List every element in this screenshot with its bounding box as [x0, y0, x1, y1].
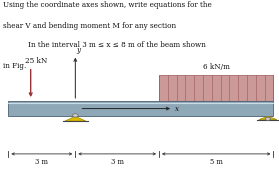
Text: 3 m: 3 m: [35, 158, 48, 166]
Circle shape: [265, 117, 270, 120]
Bar: [159, 75, 273, 101]
Text: shear V and bending moment M for any section: shear V and bending moment M for any sec…: [3, 22, 176, 30]
Text: x: x: [175, 105, 179, 113]
Text: 6 kN/m: 6 kN/m: [203, 63, 230, 71]
Text: in Fig.: in Fig.: [3, 62, 26, 70]
Text: 5 m: 5 m: [210, 158, 223, 166]
Bar: [8, 101, 273, 116]
Circle shape: [73, 114, 78, 117]
Text: 25 kN: 25 kN: [25, 57, 47, 65]
Text: In the interval 3 m ≤ x ≤ 8 m of the beam shown: In the interval 3 m ≤ x ≤ 8 m of the bea…: [28, 41, 206, 49]
Polygon shape: [259, 116, 277, 120]
Polygon shape: [65, 116, 86, 121]
Text: 3 m: 3 m: [111, 158, 124, 166]
Text: y: y: [77, 46, 81, 54]
Text: Using the coordinate axes shown, write equations for the: Using the coordinate axes shown, write e…: [3, 1, 211, 9]
